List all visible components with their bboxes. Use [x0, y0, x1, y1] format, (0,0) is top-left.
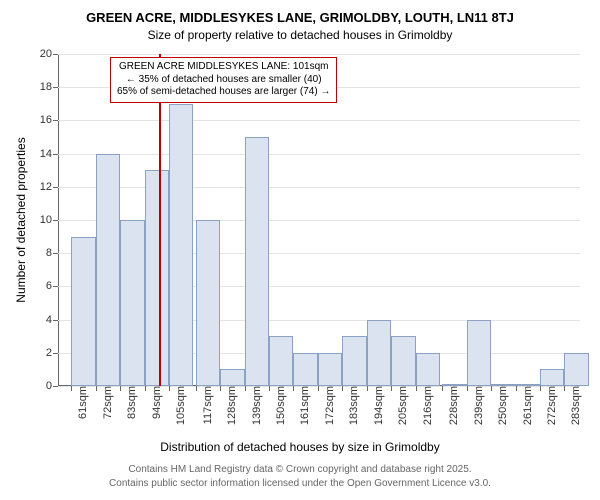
x-tick-mark [367, 386, 368, 391]
x-tick-mark [540, 386, 541, 391]
footer-line1: Contains HM Land Registry data © Crown c… [0, 464, 600, 475]
x-tick-mark [391, 386, 392, 391]
histogram-bar [245, 137, 269, 386]
plot-area: 0246810121416182061sqm72sqm83sqm94sqm105… [58, 54, 580, 386]
x-tick-mark [120, 386, 121, 391]
y-tick-label: 6 [46, 280, 58, 292]
histogram-bar [220, 369, 244, 386]
y-gridline [58, 187, 580, 188]
y-tick-label: 8 [46, 247, 58, 259]
x-tick-label: 205sqm [395, 386, 409, 425]
x-tick-label: 272sqm [544, 386, 558, 425]
y-tick-label: 16 [40, 114, 58, 126]
x-tick-label: 239sqm [471, 386, 485, 425]
y-tick-label: 18 [40, 81, 58, 93]
chart-title-line2: Size of property relative to detached ho… [0, 28, 600, 42]
y-gridline [58, 120, 580, 121]
x-tick-mark [342, 386, 343, 391]
chart-container: GREEN ACRE, MIDDLESYKES LANE, GRIMOLDBY,… [0, 0, 600, 500]
x-tick-label: 161sqm [297, 386, 311, 425]
histogram-bar [318, 353, 342, 386]
x-tick-label: 183sqm [346, 386, 360, 425]
x-tick-label: 94sqm [149, 386, 163, 419]
x-tick-mark [293, 386, 294, 391]
y-tick-label: 0 [46, 380, 58, 392]
y-tick-label: 10 [40, 214, 58, 226]
histogram-bar [169, 104, 193, 386]
x-tick-mark [442, 386, 443, 391]
histogram-bar [145, 170, 169, 386]
histogram-bar [564, 353, 588, 386]
x-tick-label: 216sqm [420, 386, 434, 425]
x-tick-label: 72sqm [100, 386, 114, 419]
histogram-bar [467, 320, 491, 386]
x-tick-label: 83sqm [124, 386, 138, 419]
x-tick-mark [71, 386, 72, 391]
histogram-bar [293, 353, 317, 386]
x-tick-mark [269, 386, 270, 391]
x-tick-mark [416, 386, 417, 391]
histogram-bar [367, 320, 391, 386]
y-tick-label: 14 [40, 148, 58, 160]
property-size-marker [159, 54, 161, 386]
histogram-bar [391, 336, 415, 386]
x-tick-mark [564, 386, 565, 391]
x-tick-mark [516, 386, 517, 391]
x-tick-label: 228sqm [446, 386, 460, 425]
y-tick-label: 4 [46, 314, 58, 326]
x-tick-mark [220, 386, 221, 391]
annotation-box: GREEN ACRE MIDDLESYKES LANE: 101sqm← 35%… [110, 57, 337, 103]
histogram-bar [416, 353, 440, 386]
y-axis-label: Number of detached properties [14, 54, 28, 386]
histogram-bar [269, 336, 293, 386]
x-tick-mark [196, 386, 197, 391]
histogram-bar [71, 237, 95, 386]
x-tick-mark [318, 386, 319, 391]
y-tick-label: 12 [40, 181, 58, 193]
x-axis-label: Distribution of detached houses by size … [0, 440, 600, 454]
y-gridline [58, 154, 580, 155]
y-gridline [58, 54, 580, 55]
annotation-line2: ← 35% of detached houses are smaller (40… [117, 74, 330, 87]
x-tick-label: 194sqm [371, 386, 385, 425]
chart-title-line1: GREEN ACRE, MIDDLESYKES LANE, GRIMOLDBY,… [0, 10, 600, 25]
x-tick-label: 250sqm [495, 386, 509, 425]
x-tick-label: 261sqm [520, 386, 534, 425]
footer-line2: Contains public sector information licen… [0, 478, 600, 489]
x-tick-label: 150sqm [273, 386, 287, 425]
annotation-line1: GREEN ACRE MIDDLESYKES LANE: 101sqm [117, 61, 330, 74]
x-tick-mark [467, 386, 468, 391]
x-tick-label: 283sqm [568, 386, 582, 425]
histogram-bar [196, 220, 220, 386]
x-tick-mark [491, 386, 492, 391]
y-tick-label: 2 [46, 347, 58, 359]
x-tick-label: 105sqm [173, 386, 187, 425]
histogram-bar [96, 154, 120, 386]
x-tick-label: 117sqm [200, 386, 214, 424]
y-tick-label: 20 [40, 48, 58, 60]
x-tick-mark [145, 386, 146, 391]
x-tick-label: 139sqm [249, 386, 263, 425]
histogram-bar [342, 336, 366, 386]
annotation-line3: 65% of semi-detached houses are larger (… [117, 86, 330, 99]
x-tick-label: 61sqm [75, 386, 89, 419]
x-tick-label: 172sqm [322, 386, 336, 425]
histogram-bar [540, 369, 564, 386]
x-tick-mark [245, 386, 246, 391]
x-tick-mark [96, 386, 97, 391]
x-tick-mark [169, 386, 170, 391]
x-tick-label: 128sqm [224, 386, 238, 425]
histogram-bar [120, 220, 144, 386]
